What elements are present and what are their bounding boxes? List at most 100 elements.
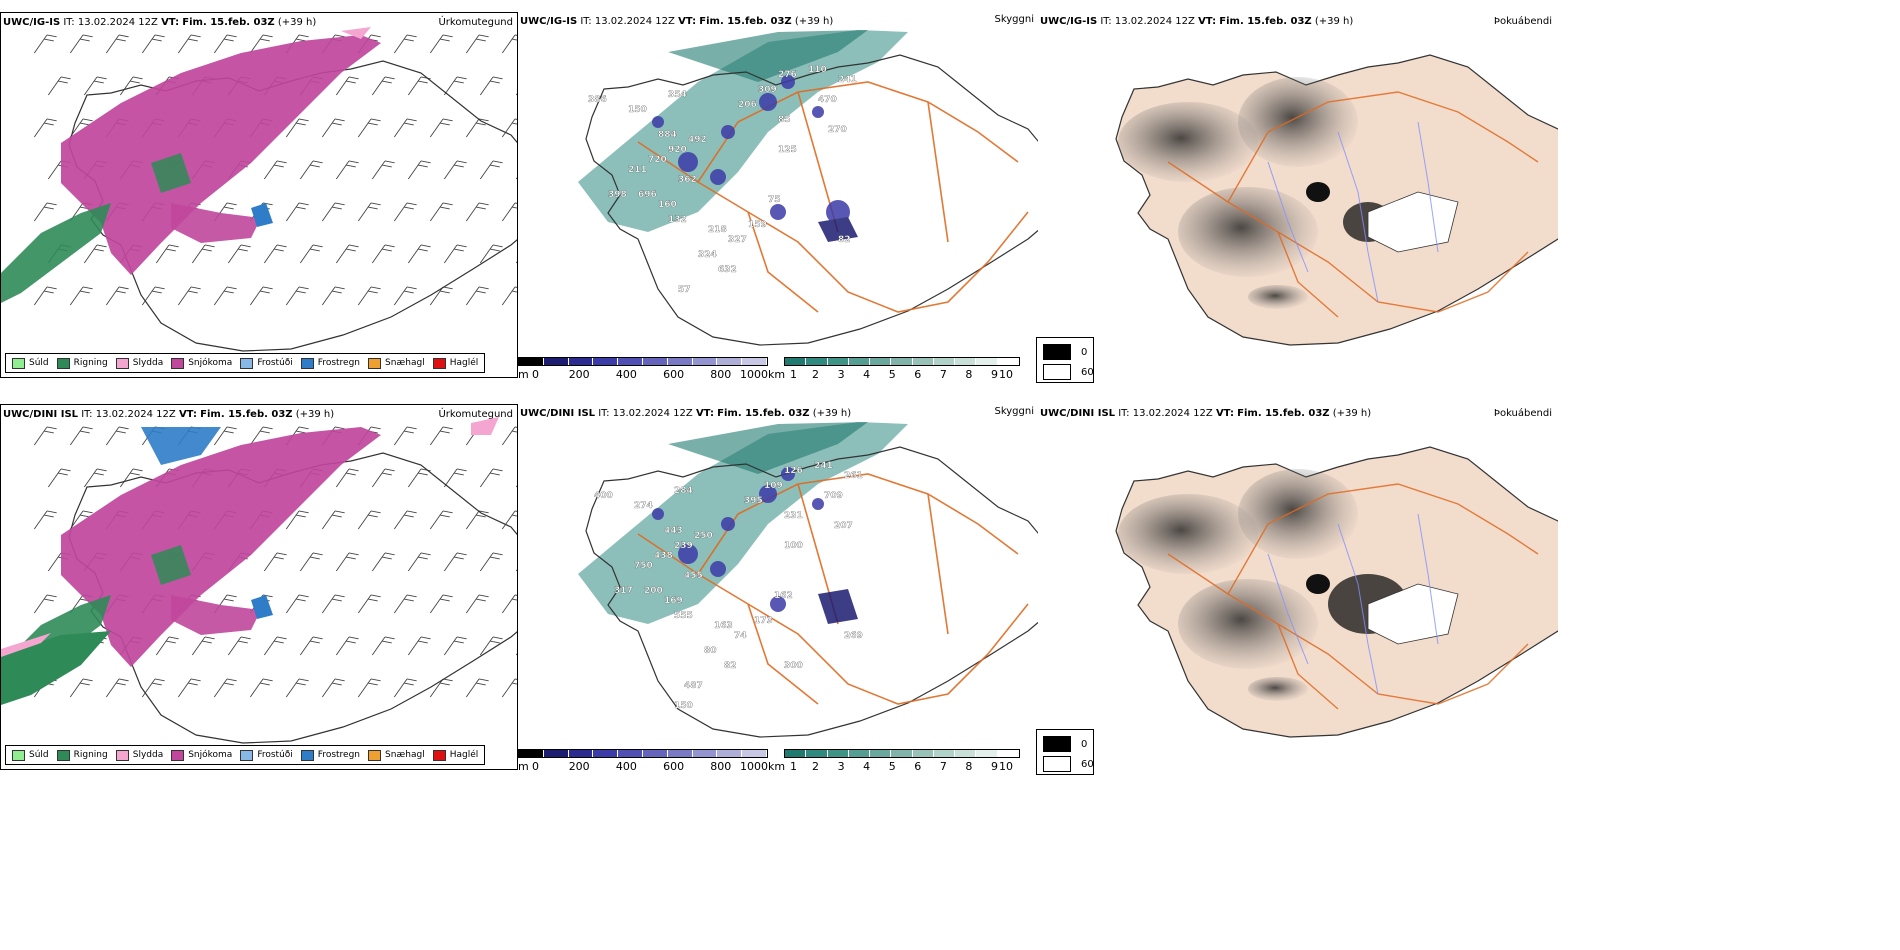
wind-barb — [105, 678, 129, 698]
wind-barb — [501, 34, 517, 54]
legend-label: Súld — [29, 750, 49, 760]
colorbar-segment — [568, 358, 594, 365]
wind-barb — [335, 636, 359, 656]
colorbar-segment — [827, 750, 849, 757]
ceiling-value-label: 309 — [758, 85, 777, 95]
ceiling-value-label: 400 — [594, 491, 613, 501]
colorbar-tick-label: 3 — [837, 368, 845, 381]
colorbar-segment — [717, 750, 743, 757]
wind-barb — [443, 160, 467, 180]
legend-label: Haglél — [449, 358, 479, 368]
legend-label: Snjókoma — [188, 358, 233, 368]
colorbar-tick-label: 0 — [532, 760, 539, 773]
colorbar-tick-label: 5 — [888, 760, 896, 773]
wind-barb — [227, 636, 251, 656]
legend-swatch — [12, 749, 25, 761]
colorbar-tick-label: 800 — [710, 760, 732, 773]
model-name: UWC/DINI ISL — [1040, 408, 1116, 419]
wind-barb — [33, 202, 57, 222]
wind-barb — [177, 34, 201, 54]
wind-barb — [299, 160, 323, 180]
ceiling-value-label: 632 — [718, 265, 737, 275]
wind-barb — [285, 594, 309, 614]
wind-barb — [407, 76, 431, 96]
ceiling-value-label: 80 — [704, 646, 717, 656]
legend-label: Rigning — [73, 358, 108, 368]
visibility-panel: UWC/DINI ISL IT: 13.02.2024 12Z VT: Fim.… — [518, 404, 1038, 774]
wind-barb — [465, 678, 489, 698]
wind-barb — [443, 552, 467, 572]
ceiling-value-label: 261 — [844, 471, 863, 481]
colorbar-tick-label: 10 — [999, 368, 1013, 381]
valid-time: Fim. 15.feb. 03Z — [200, 409, 293, 420]
wind-barb — [501, 594, 517, 614]
panel-header: UWC/IG-IS IT: 13.02.2024 12Z VT: Fim. 15… — [520, 16, 833, 27]
cloud-legend-label: 60 — [1081, 366, 1094, 378]
wind-barb — [33, 34, 57, 54]
colorbar-segment — [642, 750, 668, 757]
colorbar-segment — [785, 750, 807, 757]
wind-barb — [393, 118, 417, 138]
wind-barb — [299, 636, 323, 656]
ceiling-value-label: 241 — [838, 75, 857, 85]
valid-time: Fim. 15.feb. 03Z — [182, 17, 275, 28]
wind-barb — [83, 76, 107, 96]
legend-item: Súld — [12, 357, 49, 369]
wind-barb — [501, 202, 517, 222]
wind-barb — [69, 678, 93, 698]
legend-label: Frostúði — [257, 358, 293, 368]
legend-item: Rigning — [56, 749, 108, 761]
ceiling-value-label: 207 — [834, 521, 853, 531]
wind-barb — [321, 286, 345, 306]
ceiling-value-label: 276 — [778, 70, 797, 80]
panel-title: Úrkomutegund — [438, 17, 513, 28]
colorbar-segment — [642, 358, 668, 365]
colorbar-tick-label: 7 — [939, 760, 947, 773]
colorbar-tick-label: 3 — [837, 760, 845, 773]
ceiling-patches — [652, 467, 858, 624]
visibility-colorbar: km 1 2 3 4 5 6 7 8 9 10 — [768, 749, 1020, 779]
ceiling-value-label: 82 — [724, 661, 737, 671]
ceiling-value-label: 162 — [774, 591, 793, 601]
cloud-legend-swatch — [1043, 756, 1071, 772]
wind-barb — [191, 636, 215, 656]
wind-barb — [141, 286, 165, 306]
wind-barb — [393, 202, 417, 222]
colorbar-segment — [997, 750, 1019, 757]
lead-time: (+39 h) — [1314, 16, 1354, 27]
wind-barb — [335, 160, 359, 180]
panel-header: UWC/IG-IS IT: 13.02.2024 12Z VT: Fim. 15… — [3, 17, 316, 28]
cloud-indicator-map — [1115, 446, 1558, 738]
ceiling-value-label: 132 — [668, 215, 687, 225]
wind-barb — [371, 160, 395, 180]
cloud-legend-swatch — [1043, 344, 1071, 360]
ceiling-value-label: 200 — [644, 586, 663, 596]
legend-item: Frostúði — [240, 357, 293, 369]
wind-barb — [407, 636, 431, 656]
colorbar-tick-label: 10 — [999, 760, 1013, 773]
wind-barb — [407, 160, 431, 180]
panel-title: Skyggni — [994, 14, 1034, 25]
colorbar-tick-label: 200 — [568, 760, 590, 773]
wind-barb — [371, 244, 395, 264]
init-time: 13.02.2024 12Z — [612, 408, 693, 419]
colorbar-tick-label: 7 — [939, 368, 947, 381]
precip-areas — [1, 417, 499, 705]
colorbar-tick-label: 2 — [812, 760, 820, 773]
ceiling-value-label: 74 — [734, 631, 747, 641]
colorbar-segment — [543, 750, 569, 757]
cloud-shading — [1118, 469, 1408, 701]
colorbar-segment — [827, 358, 849, 365]
ceiling-value-label: 125 — [778, 145, 797, 155]
colorbar-segment — [891, 750, 913, 757]
ceiling-value-label: 398 — [608, 190, 627, 200]
wind-barb — [357, 594, 381, 614]
legend-item: Slydda — [115, 749, 163, 761]
model-name: UWC/IG-IS — [3, 17, 61, 28]
colorbar-segment — [912, 358, 934, 365]
legend-item: Snæhagl — [368, 749, 425, 761]
legend-item: Snæhagl — [368, 357, 425, 369]
colorbar-segment — [848, 358, 871, 365]
legend-item: Frostregn — [300, 749, 360, 761]
precip-areas — [1, 27, 381, 303]
